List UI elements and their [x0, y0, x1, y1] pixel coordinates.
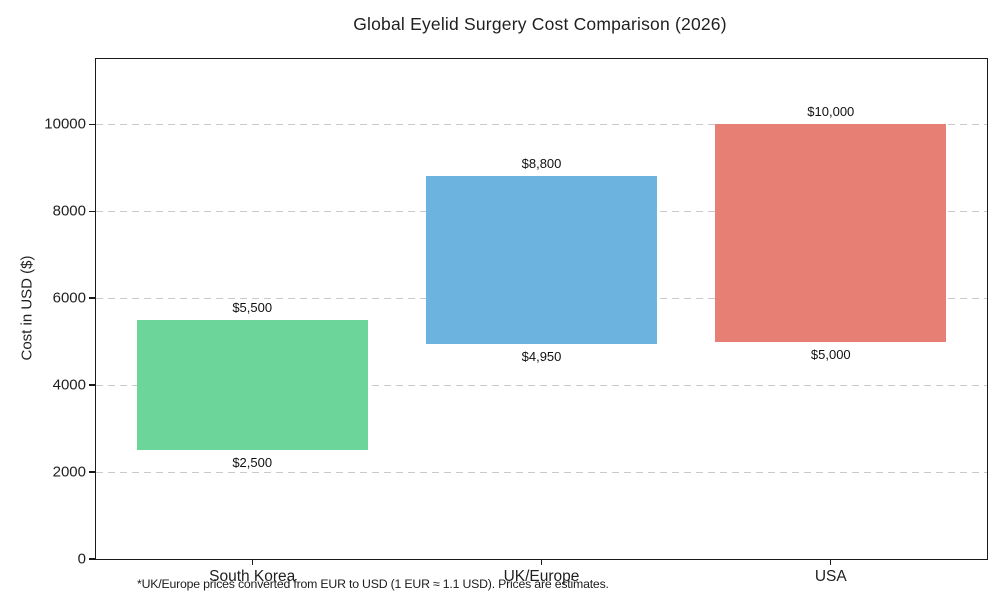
bar-max-label-south-korea: $5,500 [232, 299, 273, 315]
y-tick-label-0: 0 [77, 550, 86, 568]
bar-uk-europe [425, 176, 658, 344]
y-tick-label-6000: 6000 [52, 289, 86, 307]
y-tick-mark-4000 [88, 384, 95, 386]
x-tick-mark-uk-europe [540, 560, 543, 566]
y-tick-label-2000: 2000 [52, 463, 86, 481]
bar-min-label-south-korea: $2,500 [232, 455, 273, 471]
x-tick-mark-usa [830, 560, 832, 566]
x-tick-label-usa: USA [814, 568, 847, 585]
chart-footnote: *UK/Europe prices converted from EUR to … [137, 577, 609, 591]
x-tick-label-south-korea: South Korea [209, 568, 296, 585]
y-tick-label-8000: 8000 [52, 202, 86, 220]
bar-usa [715, 124, 947, 342]
gridline-10000 [96, 124, 987, 126]
bar-max-label-usa: $10,000 [807, 104, 855, 120]
plot-area: 0 2000 4000 6000 8000 10000 $5,500 $2,500 $8,800… [44, 58, 988, 585]
y-tick-mark-2000 [88, 471, 95, 473]
bar-min-label-uk-europe: $4,950 [521, 348, 562, 364]
y-tick-mark-8000 [88, 210, 95, 212]
y-tick-mark-10000 [88, 123, 95, 125]
gridline-2000 [96, 472, 987, 474]
x-tick-label-uk-europe: UK/Europe [503, 568, 580, 585]
bar-max-label-uk-europe: $8,800 [521, 156, 562, 172]
bar-min-label-usa: $5,000 [810, 346, 851, 362]
y-axis-label: Cost in USD ($) [18, 255, 36, 361]
x-tick-mark-south-korea [251, 560, 253, 566]
y-tick-mark-6000 [88, 297, 95, 299]
gridline-4000 [96, 385, 987, 387]
y-tick-label-4000: 4000 [52, 376, 86, 394]
y-tick-mark-0 [88, 558, 95, 560]
y-tick-label-10000: 10000 [44, 115, 86, 133]
chart-title: Global Eyelid Surgery Cost Comparison (2… [353, 14, 727, 34]
bar-south-korea [136, 319, 368, 451]
